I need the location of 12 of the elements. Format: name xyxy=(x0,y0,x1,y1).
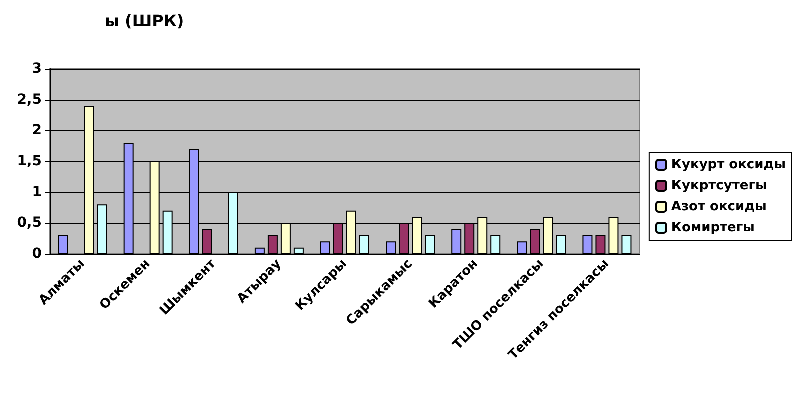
y-tick-label: 1,5 xyxy=(17,154,42,170)
legend-label: Кукурт оксиды xyxy=(671,158,786,172)
y-tick-label: 3 xyxy=(32,61,42,77)
y-tick-label: 0 xyxy=(32,246,42,262)
legend-label: Комиртегы xyxy=(671,220,755,236)
y-tick-label: 0,5 xyxy=(17,215,42,232)
y-tick-label: 1 xyxy=(32,184,42,200)
legend-label: Кукртсутегы xyxy=(671,178,768,194)
chart-title: ы (ШРК) xyxy=(105,12,184,30)
legend-label: Азот оксиды xyxy=(671,200,767,214)
y-tick-label: 2,5 xyxy=(17,92,42,108)
y-tick-label: 2 xyxy=(32,122,42,139)
